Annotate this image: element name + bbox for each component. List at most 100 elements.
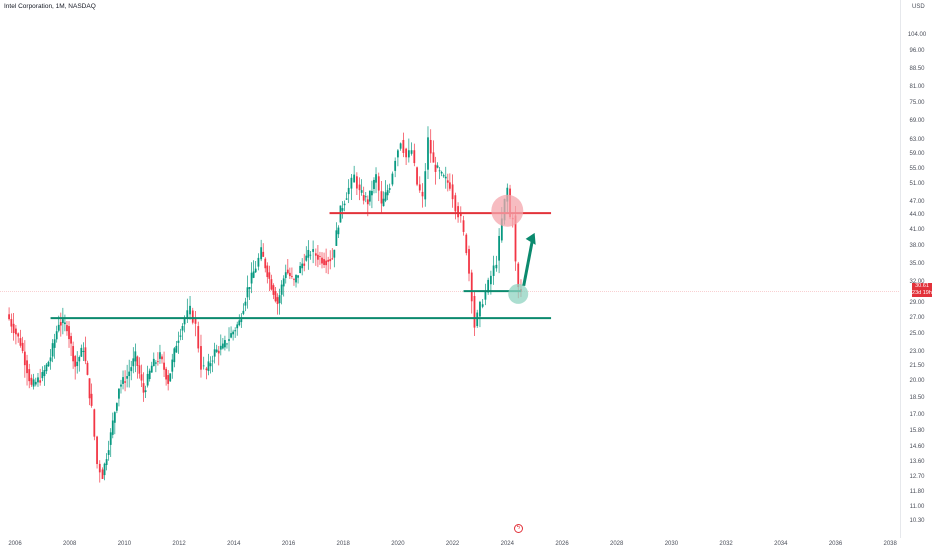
price-axis[interactable]: 10.30 11.00 11.80 12.70 13.60 14.60 15.80 17.00…	[900, 0, 932, 538]
candle-body	[70, 336, 72, 344]
candle-body	[286, 269, 289, 274]
candle-body	[242, 310, 245, 314]
candle-body	[293, 279, 295, 281]
candle-body	[291, 276, 293, 277]
candle-body	[331, 258, 334, 260]
candle-body	[236, 324, 239, 329]
price-tick-label: 15.80	[909, 427, 925, 434]
price-tick-label: 75.00	[909, 100, 925, 107]
candle-body	[124, 381, 126, 383]
price-tick-label: 11.00	[909, 503, 925, 510]
candle-body	[109, 432, 112, 445]
candle-body	[107, 450, 110, 455]
candle-body	[282, 278, 285, 287]
candle-body	[163, 362, 165, 370]
candle-body	[319, 256, 321, 258]
candle-body	[327, 259, 330, 262]
time-tick-label: 2024	[500, 541, 514, 547]
candle-body	[343, 203, 346, 206]
candle-body	[303, 263, 306, 266]
candle-body	[126, 376, 129, 379]
candle-body	[278, 295, 281, 304]
price-chart[interactable]	[0, 0, 900, 538]
candle-body	[88, 378, 91, 399]
candle-body	[57, 324, 60, 331]
bullish-arrow-shaft	[522, 238, 535, 287]
symbol-title: Intel Corporation, 1M, NASDAQ	[4, 3, 96, 10]
candle-body	[388, 188, 391, 190]
candle-body	[353, 174, 356, 183]
candle-body	[276, 297, 279, 305]
candle-body	[413, 150, 416, 164]
candle-body	[514, 215, 517, 262]
candle-body	[301, 263, 304, 269]
time-axis[interactable]: 2006 2008 2010 2012 2014 2016 2018 2020 2022 2024…	[0, 538, 900, 550]
candle-body	[205, 368, 208, 371]
lightning-icon[interactable]: ϟ	[514, 524, 523, 533]
candle-body	[254, 268, 257, 273]
candle-body	[366, 199, 369, 205]
candle-body	[266, 265, 269, 278]
candle-body	[386, 190, 389, 196]
price-tick-label: 14.60	[909, 444, 925, 451]
price-tick-label: 59.00	[909, 150, 925, 157]
candle-body	[179, 335, 182, 337]
candle-body	[146, 373, 149, 386]
candle-body	[299, 265, 302, 273]
candle-body	[78, 357, 81, 362]
candle-body	[347, 187, 350, 195]
candle-body	[74, 356, 77, 367]
candle-body	[148, 370, 151, 380]
candle-body	[230, 333, 232, 338]
candle-body	[487, 279, 490, 293]
candle-body	[76, 361, 79, 367]
price-tick-label: 35.00	[909, 260, 925, 267]
price-tick-label: 63.00	[909, 136, 925, 143]
candle-body	[19, 338, 22, 346]
candle-body	[410, 150, 413, 154]
candle-body	[355, 176, 358, 189]
price-tick-label: 27.00	[909, 315, 925, 322]
candle-body	[167, 375, 170, 384]
candle-body	[224, 340, 226, 348]
time-tick-label: 2012	[172, 541, 186, 547]
last-price-badge: 30.61	[912, 283, 932, 290]
candle-body	[457, 206, 459, 218]
candle-body	[41, 372, 44, 379]
candle-body	[440, 171, 443, 174]
currency-label[interactable]: USD	[912, 4, 925, 10]
candle-body	[232, 331, 235, 335]
candle-body	[270, 279, 273, 290]
candle-body	[111, 420, 114, 435]
candle-body	[215, 349, 218, 352]
candle-body	[252, 271, 255, 278]
candle-body	[157, 361, 159, 363]
candle-body	[175, 345, 178, 353]
candle-body	[468, 249, 470, 274]
candle-body	[80, 347, 83, 357]
candle-body	[165, 368, 168, 380]
candle-body	[23, 351, 26, 366]
candle-body	[335, 230, 338, 246]
candle-body	[209, 363, 212, 367]
resistance-touch-circle	[491, 194, 524, 227]
candle-body	[61, 319, 64, 324]
candle-body	[391, 173, 394, 185]
candle-body	[307, 249, 310, 258]
candle-body	[498, 235, 500, 261]
candle-body	[405, 148, 408, 158]
candle-body	[446, 180, 449, 183]
candle-body	[51, 343, 54, 357]
price-tick-label: 51.00	[909, 181, 925, 188]
candle-body	[451, 184, 454, 200]
candle-body	[407, 150, 410, 158]
candle-body	[140, 374, 143, 381]
candle-body	[421, 191, 424, 197]
candle-body	[373, 179, 375, 189]
candle-body	[72, 346, 75, 362]
price-tick-label: 12.70	[909, 473, 925, 480]
candle-body	[506, 187, 509, 202]
candle-body	[181, 325, 184, 331]
candle-body	[384, 192, 387, 201]
price-tick-label: 13.60	[909, 459, 925, 466]
